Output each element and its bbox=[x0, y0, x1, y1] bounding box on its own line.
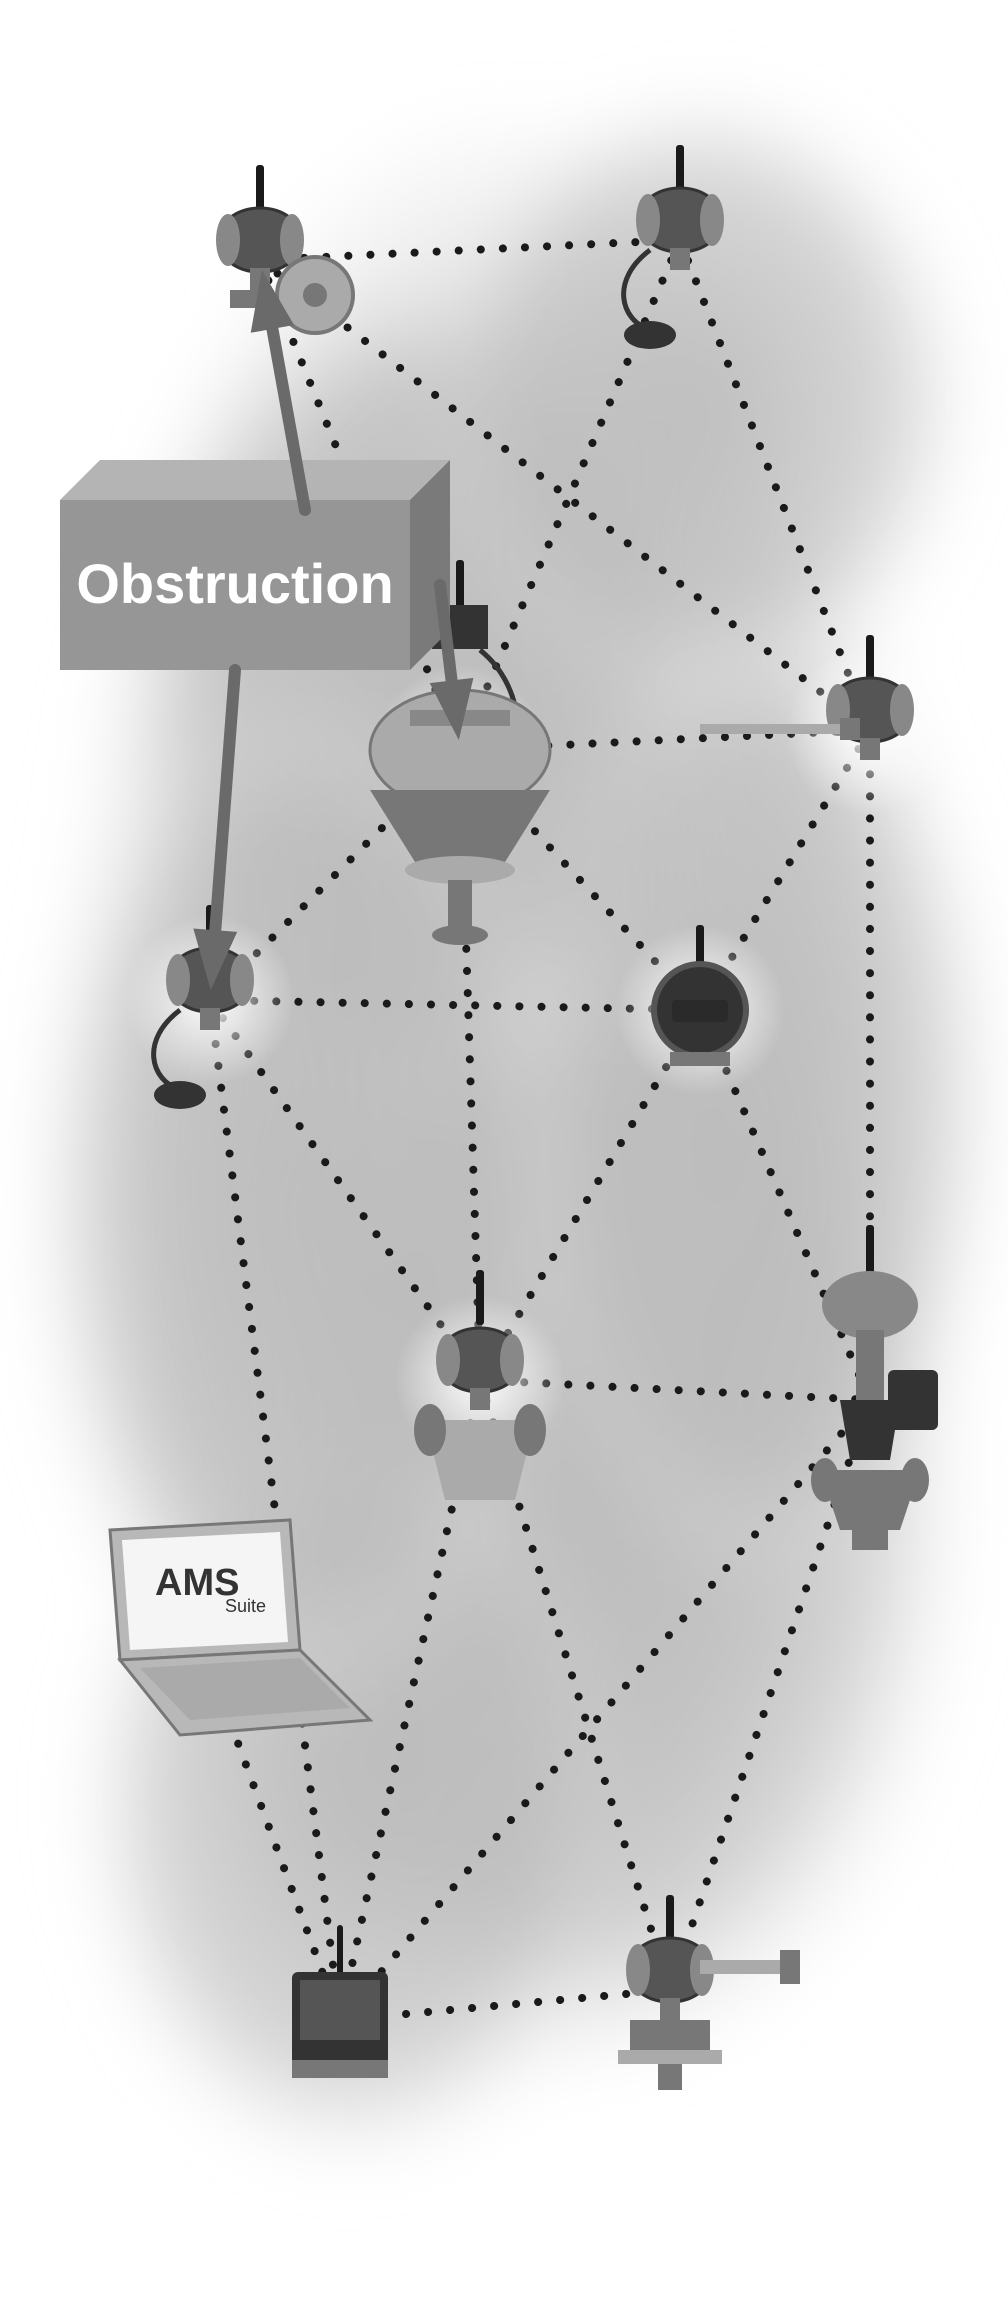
svg-text:Suite: Suite bbox=[225, 1596, 266, 1616]
obstruction-block: Obstruction bbox=[60, 460, 450, 670]
obstruction-label: Obstruction bbox=[76, 552, 393, 615]
network-diagram: AMSSuiteObstruction bbox=[0, 0, 1008, 2312]
